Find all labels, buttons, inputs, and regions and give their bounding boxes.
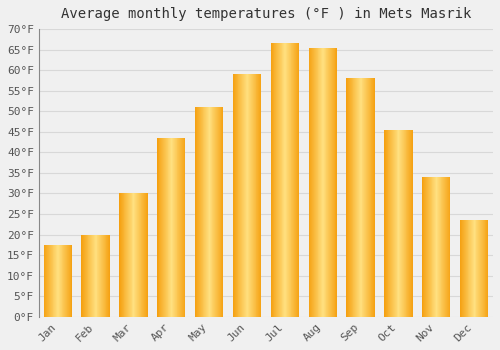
Title: Average monthly temperatures (°F ) in Mets Masrik: Average monthly temperatures (°F ) in Me…	[60, 7, 471, 21]
